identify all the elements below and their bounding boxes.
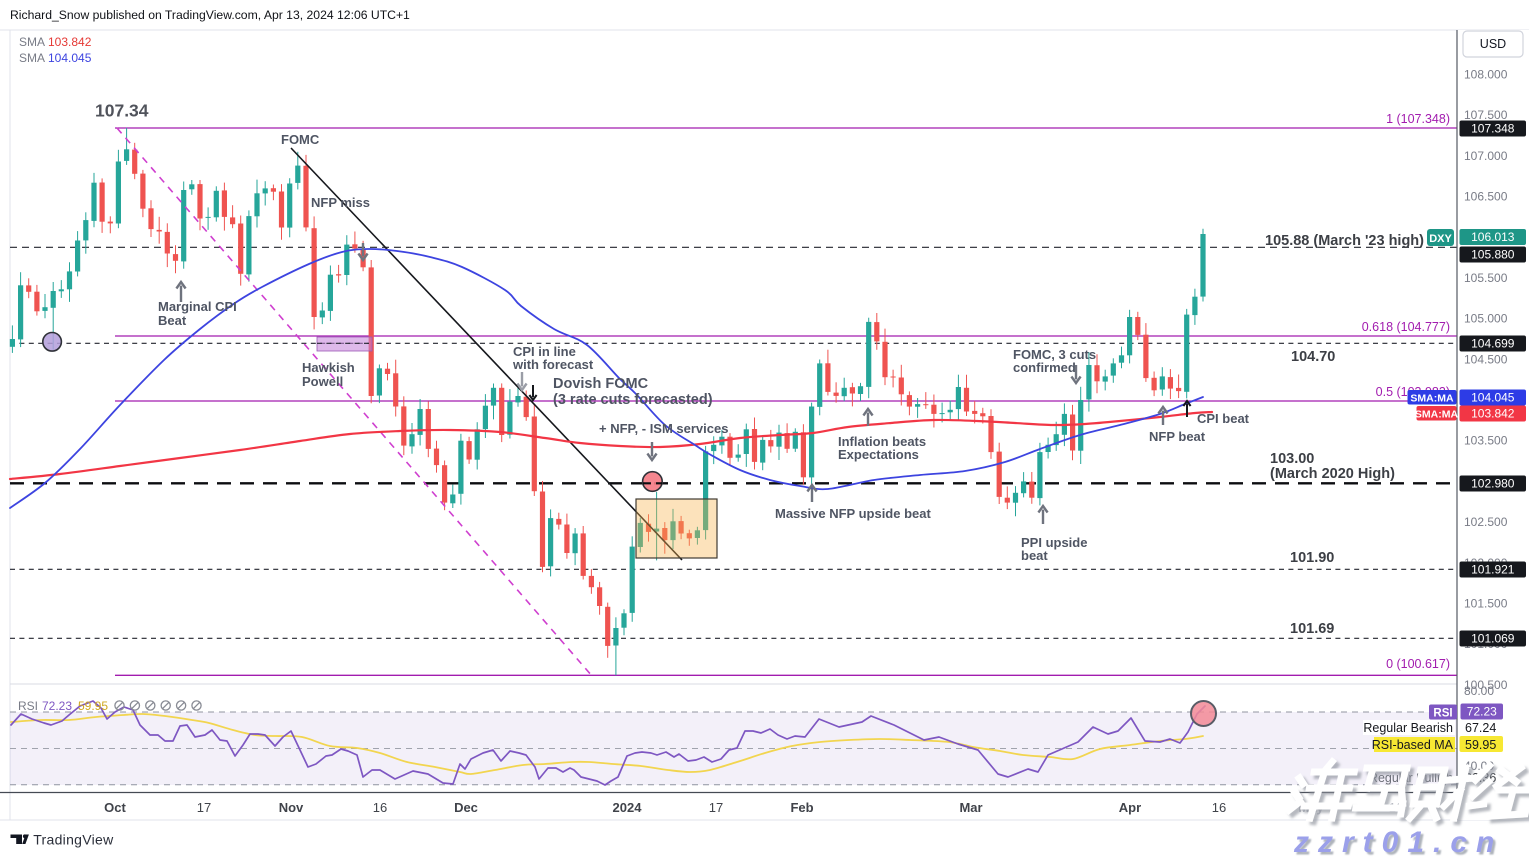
svg-text:SMA: SMA (19, 51, 45, 65)
svg-text:Richard_Snow published on Trad: Richard_Snow published on TradingView.co… (10, 8, 410, 22)
svg-text:101.921: 101.921 (1471, 563, 1515, 577)
svg-text:zzrt01.cn: zzrt01.cn (1293, 826, 1503, 857)
svg-text:101.500: 101.500 (1464, 597, 1508, 611)
svg-text:16: 16 (1212, 800, 1226, 815)
svg-text:104.699: 104.699 (1471, 337, 1515, 351)
svg-text:Regular Bearish: Regular Bearish (1363, 721, 1453, 735)
svg-text:Powell: Powell (302, 374, 343, 389)
svg-text:RSI-based MA: RSI-based MA (1372, 738, 1454, 752)
svg-text:+ NFP, - ISM services: + NFP, - ISM services (599, 421, 728, 436)
svg-text:0 (100.617): 0 (100.617) (1386, 657, 1450, 671)
svg-text:RSI: RSI (18, 699, 38, 713)
svg-text:CPI in line: CPI in line (513, 344, 576, 359)
svg-text:102.980: 102.980 (1471, 477, 1515, 491)
svg-text:105.88 (March '23 high): 105.88 (March '23 high) (1265, 233, 1424, 249)
svg-text:Inflation beats: Inflation beats (838, 434, 926, 449)
svg-text:103.00: 103.00 (1270, 451, 1314, 467)
svg-text:confirmed: confirmed (1013, 360, 1076, 375)
svg-text:16: 16 (373, 800, 387, 815)
svg-text:Mar: Mar (959, 800, 982, 815)
svg-text:Feb: Feb (790, 800, 813, 815)
svg-text:0.618 (104.777): 0.618 (104.777) (1362, 320, 1450, 334)
svg-text:104.045: 104.045 (1471, 391, 1515, 405)
svg-text:Apr: Apr (1119, 800, 1141, 815)
svg-text:SMA: SMA (19, 35, 45, 49)
svg-text:(March 2020 High): (March 2020 High) (1270, 466, 1395, 482)
svg-text:108.000: 108.000 (1464, 67, 1508, 81)
svg-text:FOMC, 3 cuts: FOMC, 3 cuts (1013, 347, 1096, 362)
svg-text:SMA:MA: SMA:MA (1410, 393, 1454, 405)
svg-text:(3 rate cuts forecasted): (3 rate cuts forecasted) (553, 392, 713, 408)
svg-text:103.500: 103.500 (1464, 434, 1508, 448)
svg-text:80.00: 80.00 (1464, 684, 1494, 698)
svg-text:CPI beat: CPI beat (1197, 411, 1250, 426)
svg-text:17: 17 (197, 800, 211, 815)
svg-text:PPI upside: PPI upside (1021, 535, 1087, 550)
svg-text:101.069: 101.069 (1471, 632, 1515, 646)
svg-text:100.500: 100.500 (1464, 678, 1508, 692)
svg-text:Marginal CPI: Marginal CPI (158, 299, 237, 314)
svg-text:107.000: 107.000 (1464, 149, 1508, 163)
svg-text:101.69: 101.69 (1290, 621, 1334, 637)
svg-text:104.500: 104.500 (1464, 352, 1508, 366)
svg-text:FOMC: FOMC (281, 132, 320, 147)
svg-text:59.95: 59.95 (78, 699, 108, 713)
svg-text:SMA:MA: SMA:MA (1415, 409, 1459, 421)
svg-text:NFP miss: NFP miss (311, 195, 370, 210)
svg-text:107.500: 107.500 (1464, 108, 1508, 122)
svg-text:Dovish FOMC: Dovish FOMC (553, 376, 649, 392)
svg-text:with forecast: with forecast (512, 357, 594, 372)
svg-text:103.842: 103.842 (1471, 407, 1515, 421)
svg-text:RSI: RSI (1433, 708, 1452, 720)
svg-text:USD: USD (1480, 37, 1506, 51)
svg-text:107.34: 107.34 (95, 101, 149, 121)
svg-text:105.880: 105.880 (1471, 248, 1515, 262)
svg-text:17: 17 (709, 800, 723, 815)
svg-text:104.045: 104.045 (48, 51, 92, 65)
svg-text:TradingView: TradingView (33, 832, 114, 848)
svg-text:Massive NFP upside beat: Massive NFP upside beat (775, 506, 931, 521)
svg-text:72.23: 72.23 (1467, 705, 1497, 719)
svg-text:Regular Bullish: Regular Bullish (1369, 771, 1453, 785)
svg-text:105.500: 105.500 (1464, 271, 1508, 285)
svg-text:107.348: 107.348 (1471, 122, 1515, 136)
svg-text:Nov: Nov (279, 800, 304, 815)
svg-text:104.70: 104.70 (1291, 349, 1335, 365)
svg-text:106.013: 106.013 (1471, 230, 1515, 244)
svg-text:103.842: 103.842 (48, 35, 92, 49)
svg-text:Beat: Beat (158, 313, 187, 328)
svg-text:59.95: 59.95 (1465, 738, 1496, 752)
svg-text:Oct: Oct (104, 800, 126, 815)
svg-text:102.500: 102.500 (1464, 515, 1508, 529)
svg-text:2024: 2024 (613, 800, 643, 815)
svg-text:106.500: 106.500 (1464, 190, 1508, 204)
svg-text:105.000: 105.000 (1464, 312, 1508, 326)
svg-text:Hawkish: Hawkish (302, 360, 355, 375)
svg-text:DXY: DXY (1429, 233, 1452, 245)
svg-text:Expectations: Expectations (838, 447, 919, 462)
svg-text:67.24: 67.24 (1465, 721, 1496, 735)
svg-text:72.23: 72.23 (42, 699, 72, 713)
svg-text:NFP beat: NFP beat (1149, 429, 1206, 444)
svg-text:beat: beat (1021, 548, 1048, 563)
svg-text:101.90: 101.90 (1290, 550, 1334, 566)
svg-text:Dec: Dec (454, 800, 478, 815)
svg-text:1 (107.348): 1 (107.348) (1386, 112, 1450, 126)
